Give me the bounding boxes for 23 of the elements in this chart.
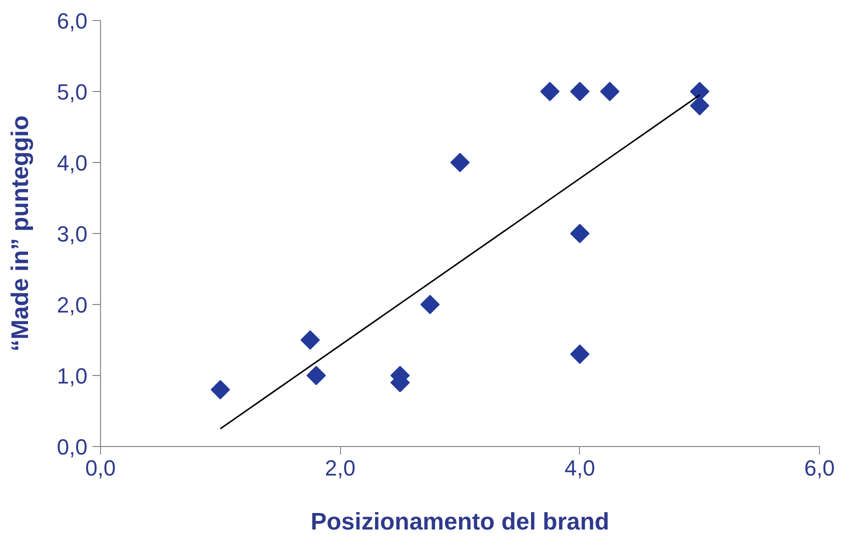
point: [306, 366, 326, 386]
y-tick-label: 1,0: [56, 364, 88, 388]
y-tick-label: 2,0: [56, 292, 88, 318]
y-axis-title: “Made in” punteggio: [6, 116, 34, 352]
x-tick-label: 4,0: [564, 456, 596, 480]
y-tick-label: 5,0: [56, 80, 88, 104]
x-tick-label: 0,0: [85, 456, 116, 480]
point: [600, 82, 620, 102]
y-tick-label: 0,0: [56, 434, 88, 460]
x-tick-label: 6,0: [804, 456, 835, 480]
point: [420, 294, 440, 314]
y-tick-label: 6,0: [56, 8, 88, 34]
point: [570, 224, 590, 244]
point: [300, 330, 320, 350]
x-axis-title: Posizionamento del brand: [310, 508, 610, 536]
point: [210, 380, 230, 400]
y-tick-label: 4,0: [56, 150, 88, 176]
y-tick-label: 3,0: [56, 222, 88, 246]
point: [540, 82, 560, 102]
x-tick-label: 2,0: [324, 456, 356, 480]
point: [570, 344, 590, 364]
point: [450, 152, 470, 172]
point: [570, 82, 590, 102]
